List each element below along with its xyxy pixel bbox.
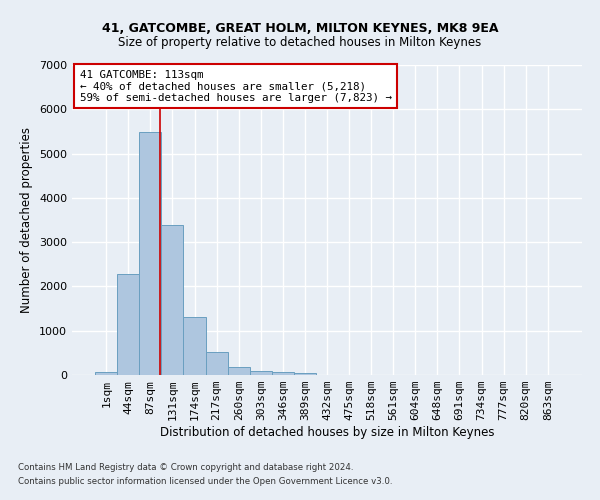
Text: 41 GATCOMBE: 113sqm
← 40% of detached houses are smaller (5,218)
59% of semi-det: 41 GATCOMBE: 113sqm ← 40% of detached ho…: [80, 70, 392, 103]
Y-axis label: Number of detached properties: Number of detached properties: [20, 127, 34, 313]
Bar: [294, 373, 316, 375]
Bar: [95, 372, 117, 375]
Bar: [272, 372, 294, 375]
Bar: [139, 132, 161, 375]
Bar: [250, 370, 272, 375]
Text: 41, GATCOMBE, GREAT HOLM, MILTON KEYNES, MK8 9EA: 41, GATCOMBE, GREAT HOLM, MILTON KEYNES,…: [102, 22, 498, 36]
Bar: [184, 317, 206, 375]
Text: Size of property relative to detached houses in Milton Keynes: Size of property relative to detached ho…: [118, 36, 482, 49]
Bar: [227, 367, 250, 375]
Bar: [161, 226, 184, 375]
Text: Contains HM Land Registry data © Crown copyright and database right 2024.: Contains HM Land Registry data © Crown c…: [18, 464, 353, 472]
X-axis label: Distribution of detached houses by size in Milton Keynes: Distribution of detached houses by size …: [160, 426, 494, 439]
Text: Contains public sector information licensed under the Open Government Licence v3: Contains public sector information licen…: [18, 477, 392, 486]
Bar: [206, 352, 227, 375]
Bar: [117, 274, 139, 375]
